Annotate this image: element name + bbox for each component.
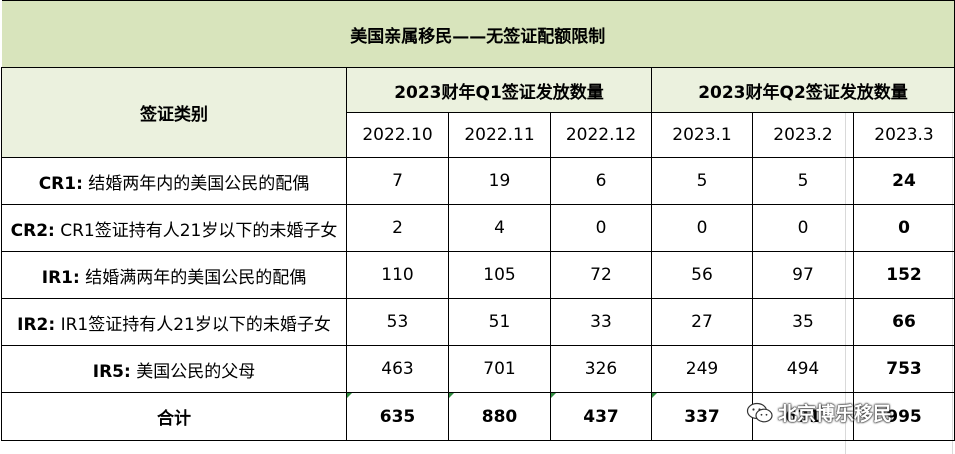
table-row: IR2: IR1签证持有人21岁以下的未婚子女 53 51 33 27 35 6… [1, 298, 955, 346]
table-row: IR5: 美国公民的父母 463 701 326 249 494 753 [1, 345, 955, 393]
value-cell: 0 [651, 204, 753, 252]
total-cell: 337 [651, 392, 753, 441]
value-cell: 66 [853, 298, 955, 346]
table-title: 美国亲属移民——无签证配额限制 [1, 0, 955, 68]
category-header: 签证类别 [1, 67, 347, 158]
value-cell: 249 [651, 345, 753, 393]
value-cell: 6 [550, 157, 652, 205]
category-cell: IR2: IR1签证持有人21岁以下的未婚子女 [1, 298, 347, 346]
value-cell: 97 [752, 251, 854, 299]
table-row: CR2: CR1签证持有人21岁以下的未婚子女 2 4 0 0 0 0 [1, 204, 955, 252]
month-header: 2023.1 [651, 112, 753, 158]
value-cell: 35 [752, 298, 854, 346]
watermark: 北京博乐移民 [746, 399, 892, 426]
value-cell: 5 [651, 157, 753, 205]
visa-code: IR1: [41, 267, 80, 288]
month-header: 2022.12 [550, 112, 652, 158]
total-cell: 995 [853, 392, 955, 441]
value-cell: 7 [346, 157, 449, 205]
category-cell: IR5: 美国公民的父母 [1, 345, 347, 393]
table-row: IR1: 结婚满两年的美国公民的配偶 110 105 72 56 97 152 [1, 251, 955, 299]
value-cell: 701 [448, 345, 551, 393]
quarter-header-row: 签证类别 2023财年Q1签证发放数量 2023财年Q2签证发放数量 [1, 67, 955, 158]
value-cell: 0 [752, 204, 854, 252]
value-cell: 2 [346, 204, 449, 252]
visa-desc: CR1签证持有人21岁以下的未婚子女 [60, 220, 338, 241]
q1-header: 2023财年Q1签证发放数量 [346, 67, 652, 113]
value-cell: 753 [853, 345, 955, 393]
visa-desc: 结婚满两年的美国公民的配偶 [85, 267, 307, 288]
visa-code: CR1: [38, 173, 83, 194]
value-cell: 463 [346, 345, 449, 393]
value-cell: 0 [550, 204, 652, 252]
visa-code: IR5: [92, 361, 131, 382]
month-header: 2023.3 [853, 112, 955, 158]
wechat-icon [746, 402, 773, 422]
value-cell: 24 [853, 157, 955, 205]
value-cell: 19 [448, 157, 551, 205]
month-header-row: 2022.10 2022.11 2022.12 2023.1 2023.2 20… [2, 112, 955, 158]
category-cell: CR1: 结婚两年内的美国公民的配偶 [1, 157, 347, 205]
value-cell: 494 [752, 345, 854, 393]
visa-code: CR2: [10, 220, 55, 241]
visa-table: 美国亲属移民——无签证配额限制 签证类别 2023财年Q1签证发放数量 2023… [1, 0, 955, 441]
value-cell: 5 [752, 157, 854, 205]
month-header: 2022.10 [346, 112, 449, 158]
visa-code: IR2: [17, 314, 56, 335]
total-label: 合计 [1, 392, 347, 441]
total-cell: 635 [346, 392, 449, 441]
category-cell: CR2: CR1签证持有人21岁以下的未婚子女 [1, 204, 347, 252]
value-cell: 326 [550, 345, 652, 393]
visa-desc: IR1签证持有人21岁以下的未婚子女 [60, 314, 331, 335]
value-cell: 0 [853, 204, 955, 252]
title-row: 美国亲属移民——无签证配额限制 [1, 0, 955, 68]
total-row: 合计 635 880 437 337 631 995 [1, 392, 955, 441]
watermark-text: 北京博乐移民 [778, 403, 893, 425]
value-cell: 4 [448, 204, 551, 252]
value-cell: 33 [550, 298, 652, 346]
total-cell: 880 [448, 392, 551, 441]
visa-desc: 美国公民的父母 [136, 361, 256, 382]
value-cell: 105 [448, 251, 551, 299]
value-cell: 53 [346, 298, 449, 346]
value-cell: 72 [550, 251, 652, 299]
total-cell: 437 [550, 392, 652, 441]
value-cell: 110 [346, 251, 449, 299]
month-header: 2022.11 [448, 112, 551, 158]
month-header: 2023.2 [752, 112, 854, 158]
table-row: CR1: 结婚两年内的美国公民的配偶 7 19 6 5 5 24 [1, 157, 955, 205]
value-cell: 27 [651, 298, 753, 346]
value-cell: 152 [853, 251, 955, 299]
value-cell: 56 [651, 251, 753, 299]
category-cell: IR1: 结婚满两年的美国公民的配偶 [1, 251, 347, 299]
value-cell: 51 [448, 298, 551, 346]
visa-desc: 结婚两年内的美国公民的配偶 [88, 173, 310, 194]
q2-header: 2023财年Q2签证发放数量 [651, 67, 955, 113]
